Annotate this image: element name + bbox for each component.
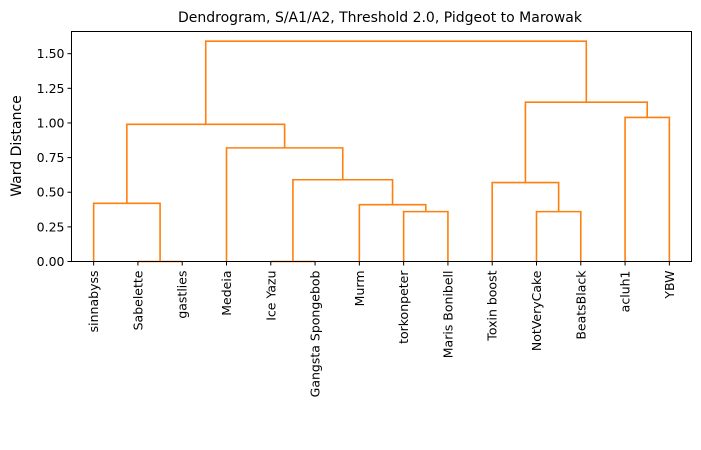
y-tick-label: 1.25 (37, 81, 65, 96)
y-tick-label: 0.50 (37, 185, 65, 200)
leaf-label: sinnabyss (86, 271, 101, 333)
leaf-label: BeatsBlack (573, 270, 588, 340)
dendrogram-link (402, 210, 449, 262)
chart-title: Dendrogram, S/A1/A2, Threshold 2.0, Pidg… (178, 10, 583, 26)
y-axis-ticks: 0.00 0.25 0.50 0.75 1.00 1.25 1.50 (37, 46, 72, 269)
plot-frame (71, 31, 692, 262)
dendrogram-link (624, 116, 671, 262)
dendrogram-link (126, 123, 286, 204)
leaf-label: Maris Bonibell (440, 271, 455, 359)
leaf-label: torkonpeter (396, 270, 411, 344)
leaf-label: gastlies (175, 271, 190, 319)
y-tick-label: 1.50 (37, 46, 65, 61)
y-tick-label: 0.25 (37, 219, 65, 234)
y-tick-label: 0.00 (37, 254, 65, 269)
leaf-label: acluh1 (618, 271, 633, 313)
y-axis-label: Ward Distance (9, 95, 25, 197)
y-tick-label: 1.00 (37, 115, 65, 130)
leaf-label: Toxin boost (485, 270, 500, 341)
leaf-label: Gangsta Spongebob (308, 270, 323, 397)
dendrogram-links (92, 40, 671, 263)
leaf-label: Sabelette (130, 270, 145, 330)
y-tick-label: 0.75 (37, 150, 65, 165)
dendrogram-link (204, 40, 588, 125)
dendrogram-link (524, 101, 649, 183)
dendrogram-link (535, 210, 582, 262)
dendrogram-link (491, 181, 560, 262)
leaf-label: Ice Yazu (263, 271, 278, 321)
x-axis-ticks: sinnabyss Sabelette gastlies Medeia Ice Yazu… (86, 261, 677, 397)
dendrogram-link (292, 178, 394, 262)
dendrogram-link (92, 202, 161, 262)
dendrogram-link (358, 203, 427, 262)
leaf-label: NotVeryCake (529, 270, 544, 351)
leaf-label: YBW (662, 271, 677, 300)
leaf-label: Medeia (219, 271, 234, 316)
dendrogram-link (225, 147, 344, 262)
leaf-label: Murm (352, 271, 367, 307)
